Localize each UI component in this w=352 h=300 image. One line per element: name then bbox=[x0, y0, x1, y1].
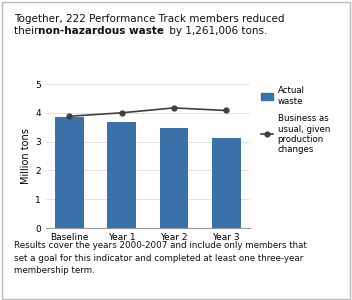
Legend: Actual
waste, Business as
usual, given
production
changes: Actual waste, Business as usual, given p… bbox=[260, 85, 331, 155]
Text: non-hazardous waste: non-hazardous waste bbox=[38, 26, 164, 36]
Text: Results cover the years 2000-2007 and include only members that
set a goal for t: Results cover the years 2000-2007 and in… bbox=[14, 242, 307, 275]
Bar bbox=[159, 128, 188, 228]
Text: their: their bbox=[14, 26, 42, 36]
Text: Together, 222 Performance Track members reduced: Together, 222 Performance Track members … bbox=[14, 14, 284, 23]
Bar bbox=[55, 117, 84, 228]
Bar bbox=[107, 122, 136, 228]
Y-axis label: Million tons: Million tons bbox=[21, 128, 31, 184]
Text: by 1,261,006 tons.: by 1,261,006 tons. bbox=[166, 26, 268, 36]
Bar bbox=[212, 138, 241, 228]
